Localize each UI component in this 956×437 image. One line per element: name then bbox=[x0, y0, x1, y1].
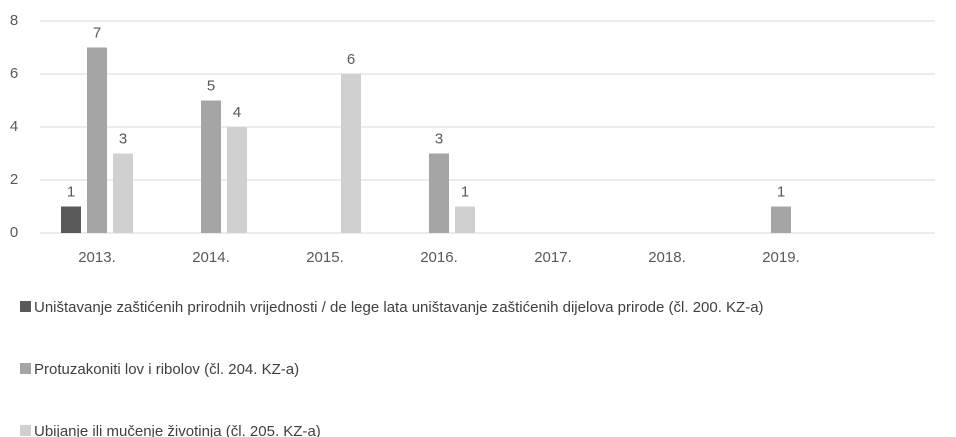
data-label: 1 bbox=[777, 183, 785, 200]
legend-label: Ubijanje ili mučenje životinja (čl. 205.… bbox=[34, 423, 321, 437]
data-label: 1 bbox=[67, 183, 75, 200]
data-label: 1 bbox=[461, 183, 469, 200]
legend-swatch bbox=[20, 301, 31, 312]
legend-swatch bbox=[20, 363, 31, 374]
legend-item: Protuzakoniti lov i ribolov (čl. 204. KZ… bbox=[20, 359, 940, 381]
legend-item: Uništavanje zaštićenih prirodnih vrijedn… bbox=[20, 297, 940, 319]
y-tick-label: 6 bbox=[10, 65, 18, 82]
legend-item: Ubijanje ili mučenje životinja (čl. 205.… bbox=[20, 421, 940, 437]
x-tick-label: 2018. bbox=[648, 249, 686, 266]
x-tick-label: 2013. bbox=[78, 249, 116, 266]
x-tick-label: 2015. bbox=[306, 249, 344, 266]
bar bbox=[227, 127, 247, 233]
x-tick-label: 2017. bbox=[534, 249, 572, 266]
data-label: 3 bbox=[119, 130, 127, 147]
chart: 0 2 4 6 8 2013. 1 7 3 2014. 5 4 2015. 6 2016. 3 1 2017. 20… bbox=[10, 12, 935, 266]
bar bbox=[87, 47, 107, 233]
bar bbox=[61, 206, 81, 233]
y-tick-label: 0 bbox=[10, 224, 18, 241]
data-label: 7 bbox=[93, 24, 101, 41]
legend-label: Uništavanje zaštićenih prirodnih vrijedn… bbox=[34, 299, 764, 316]
y-tick-label: 4 bbox=[10, 118, 18, 135]
x-tick-label: 2014. bbox=[192, 249, 230, 266]
data-label: 6 bbox=[347, 51, 355, 68]
legend-swatch bbox=[20, 425, 31, 436]
data-label: 4 bbox=[233, 104, 241, 121]
y-tick-label: 2 bbox=[10, 171, 18, 188]
x-tick-label: 2016. bbox=[420, 249, 458, 266]
data-label: 3 bbox=[435, 130, 443, 147]
bar bbox=[429, 153, 449, 233]
bar bbox=[455, 206, 475, 233]
data-label: 5 bbox=[207, 77, 215, 94]
bar bbox=[341, 74, 361, 233]
bar bbox=[771, 206, 791, 233]
bar bbox=[201, 100, 221, 233]
x-tick-label: 2019. bbox=[762, 249, 800, 266]
bar bbox=[113, 153, 133, 233]
legend-label: Protuzakoniti lov i ribolov (čl. 204. KZ… bbox=[34, 361, 300, 378]
y-tick-label: 8 bbox=[10, 12, 18, 29]
